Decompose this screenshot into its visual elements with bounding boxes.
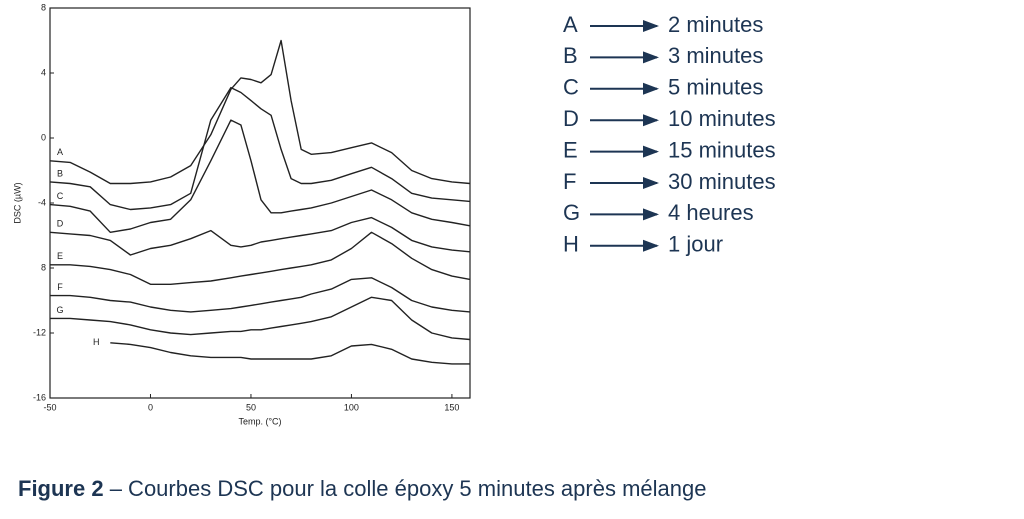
x-tick-label: 100 bbox=[344, 402, 359, 412]
curve bbox=[50, 277, 471, 313]
curve-label: F bbox=[57, 282, 63, 292]
legend-duration: 3 minutes bbox=[668, 43, 763, 68]
curve bbox=[50, 231, 471, 285]
curve-label: D bbox=[57, 219, 64, 229]
x-tick-label: 50 bbox=[246, 402, 256, 412]
caption: Figure 2 – Courbes DSC pour la colle épo… bbox=[18, 476, 706, 501]
curve-label: A bbox=[57, 147, 63, 157]
y-tick-label: -16 bbox=[33, 392, 46, 402]
curve-label: C bbox=[57, 191, 64, 201]
y-tick-label: 8 bbox=[41, 2, 46, 12]
x-tick-label: 0 bbox=[148, 402, 153, 412]
legend-letter: A bbox=[563, 12, 578, 37]
legend-duration: 1 jour bbox=[668, 232, 723, 257]
x-tick-label: -50 bbox=[43, 402, 56, 412]
curve-label: B bbox=[57, 168, 63, 178]
curve bbox=[49, 39, 471, 185]
y-tick-label: 0 bbox=[41, 132, 46, 142]
legend-letter: B bbox=[563, 43, 578, 68]
y-tick-label: -4 bbox=[38, 197, 46, 207]
x-tick-label: 150 bbox=[444, 402, 459, 412]
legend-letter: F bbox=[563, 169, 576, 194]
legend-letter: D bbox=[563, 106, 579, 131]
curve bbox=[110, 342, 470, 365]
legend-duration: 30 minutes bbox=[668, 169, 776, 194]
caption-label: Figure 2 bbox=[18, 476, 104, 501]
legend-duration: 4 heures bbox=[668, 200, 754, 225]
caption-text: – Courbes DSC pour la colle époxy 5 minu… bbox=[110, 476, 707, 501]
curve-label: E bbox=[57, 251, 63, 261]
y-tick-label: 4 bbox=[41, 67, 46, 77]
legend-letter: G bbox=[563, 200, 580, 225]
legend-duration: 5 minutes bbox=[668, 75, 763, 100]
legend-letter: H bbox=[563, 232, 579, 257]
y-axis-label: DSC (µW) bbox=[12, 182, 22, 223]
y-tick-label: 8 bbox=[41, 262, 46, 272]
curve bbox=[50, 296, 471, 341]
legend-letter: E bbox=[563, 137, 578, 162]
curve-label: H bbox=[93, 337, 100, 347]
curve-label: G bbox=[56, 305, 63, 315]
x-axis-label: Temp. (°C) bbox=[238, 416, 281, 426]
legend-duration: 2 minutes bbox=[668, 12, 763, 37]
curve bbox=[49, 86, 471, 211]
curve bbox=[49, 119, 471, 233]
legend-duration: 10 minutes bbox=[668, 106, 776, 131]
legend-letter: C bbox=[563, 75, 579, 100]
legend-duration: 15 minutes bbox=[668, 137, 776, 162]
plot-frame bbox=[49, 7, 471, 399]
y-tick-label: -12 bbox=[33, 327, 46, 337]
curve bbox=[49, 216, 471, 256]
